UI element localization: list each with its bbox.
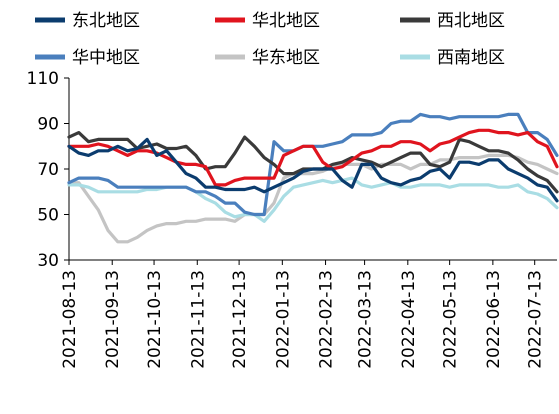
x-tick-label: 2022-02-13 — [317, 270, 337, 369]
x-tick-label: 2022-05-13 — [441, 270, 461, 369]
y-tick-label: 50 — [37, 206, 59, 226]
y-tick-label: 30 — [37, 251, 59, 271]
x-tick-label: 2021-10-13 — [145, 270, 165, 369]
x-tick-label: 2022-04-13 — [399, 270, 419, 369]
plot-area — [67, 112, 559, 244]
legend-label-series-2: 华北地区 — [252, 11, 320, 31]
y-tick-label: 70 — [37, 160, 59, 180]
legend-label-series-5: 华东地区 — [252, 48, 320, 68]
x-tick-label: 2021-12-13 — [230, 270, 250, 369]
y-tick-label: 110 — [27, 69, 59, 89]
y-tick-label: 90 — [37, 115, 59, 135]
legend-label-series-4: 华中地区 — [72, 48, 140, 68]
series-line-5 — [67, 153, 559, 244]
legend-label-series-1: 东北地区 — [72, 11, 140, 31]
x-tick-label: 2022-01-13 — [273, 270, 293, 369]
x-tick-label: 2022-07-13 — [526, 270, 546, 369]
y-axis: 30 50 70 90 110 — [27, 69, 70, 271]
x-tick-label: 2022-06-13 — [484, 270, 504, 369]
x-tick-label: 2022-03-13 — [356, 270, 376, 369]
legend-label-series-3: 西北地区 — [437, 11, 505, 31]
legend-label-series-6: 西南地区 — [437, 48, 505, 68]
x-tick-label: 2021-11-13 — [188, 270, 208, 369]
x-axis: 2021-08-13 2021-09-13 2021-10-13 2021-11-13… — [60, 259, 557, 369]
x-tick-label: 2021-08-13 — [60, 270, 80, 369]
series-line-2 — [67, 128, 559, 187]
x-tick-label: 2021-09-13 — [103, 270, 123, 369]
series-line-6 — [67, 176, 559, 223]
series-line-1 — [67, 137, 559, 203]
